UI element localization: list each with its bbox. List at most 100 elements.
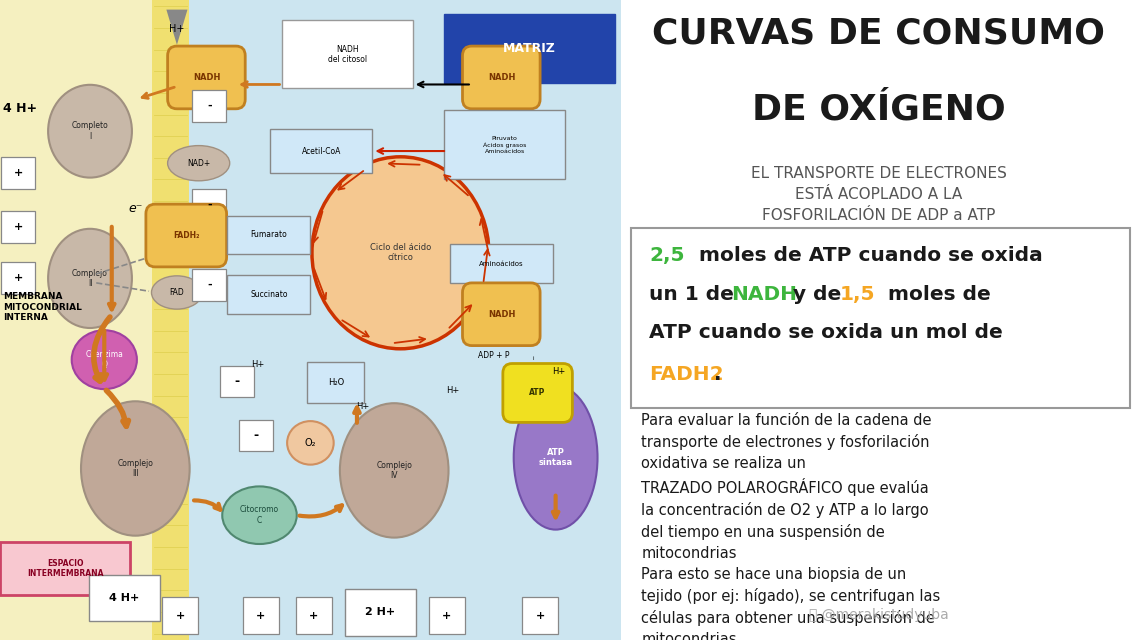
FancyBboxPatch shape — [450, 244, 553, 283]
Text: NADH: NADH — [488, 310, 515, 319]
Text: +: + — [14, 168, 23, 178]
Text: Complejo
IV: Complejo IV — [376, 461, 412, 480]
Text: 🦋 @merakistudyuba: 🦋 @merakistudyuba — [810, 608, 948, 622]
Text: ADP + P: ADP + P — [478, 351, 509, 360]
Polygon shape — [166, 10, 188, 45]
FancyBboxPatch shape — [239, 420, 273, 451]
FancyBboxPatch shape — [1, 211, 35, 243]
FancyBboxPatch shape — [221, 366, 254, 397]
Text: EL TRANSPORTE DE ELECTRONES
ESTÁ ACOPLADO A LA
FOSFORILACIÓN DE ADP a ATP: EL TRANSPORTE DE ELECTRONES ESTÁ ACOPLAD… — [750, 166, 1007, 223]
Text: Succinato: Succinato — [250, 290, 288, 299]
FancyBboxPatch shape — [192, 269, 226, 301]
FancyBboxPatch shape — [503, 364, 572, 422]
FancyBboxPatch shape — [631, 228, 1130, 408]
Text: moles de: moles de — [881, 285, 991, 304]
FancyBboxPatch shape — [192, 90, 226, 122]
FancyBboxPatch shape — [463, 283, 540, 346]
Ellipse shape — [48, 228, 132, 328]
Text: H+: H+ — [169, 24, 184, 34]
Text: +: + — [175, 611, 184, 621]
Text: 2 H+: 2 H+ — [365, 607, 396, 618]
FancyBboxPatch shape — [443, 110, 565, 179]
Text: +: + — [536, 611, 545, 621]
Text: moles de ATP cuando se oxida: moles de ATP cuando se oxida — [691, 246, 1043, 266]
Ellipse shape — [514, 385, 598, 530]
Text: Fumarato: Fumarato — [250, 230, 288, 239]
Text: MEMBRANA
MITOCONDRIAL
INTERNA: MEMBRANA MITOCONDRIAL INTERNA — [3, 292, 82, 322]
Text: 2,5: 2,5 — [649, 246, 684, 266]
Text: NADH: NADH — [193, 73, 221, 82]
Text: 4 H+: 4 H+ — [3, 102, 38, 115]
FancyBboxPatch shape — [463, 46, 540, 109]
FancyBboxPatch shape — [307, 362, 365, 403]
Text: H₂O: H₂O — [327, 378, 345, 387]
Text: -: - — [207, 200, 211, 210]
FancyBboxPatch shape — [429, 597, 465, 634]
Text: MATRIZ: MATRIZ — [503, 42, 556, 55]
Text: +: + — [256, 611, 265, 621]
FancyBboxPatch shape — [1, 262, 35, 294]
Polygon shape — [0, 0, 621, 640]
Text: ATP cuando se oxida un mol de: ATP cuando se oxida un mol de — [649, 323, 1003, 342]
Text: +: + — [14, 222, 23, 232]
Text: Piruvato
Ácidos grasos
Aminoácidos: Piruvato Ácidos grasos Aminoácidos — [483, 136, 526, 154]
Text: FADH2: FADH2 — [649, 365, 724, 384]
Text: 1,5: 1,5 — [840, 285, 875, 304]
FancyBboxPatch shape — [443, 14, 615, 83]
Text: Coenzima
Q: Coenzima Q — [85, 350, 123, 369]
Ellipse shape — [48, 84, 132, 177]
Ellipse shape — [72, 330, 136, 389]
Text: un 1 de: un 1 de — [649, 285, 741, 304]
Text: .: . — [714, 365, 721, 384]
FancyBboxPatch shape — [345, 589, 416, 636]
Text: CURVAS DE CONSUMO: CURVAS DE CONSUMO — [653, 16, 1105, 50]
Text: H+: H+ — [357, 402, 370, 411]
Ellipse shape — [222, 486, 297, 544]
Text: FADH₂: FADH₂ — [173, 231, 199, 240]
FancyBboxPatch shape — [522, 597, 558, 634]
Text: FAD: FAD — [169, 288, 184, 297]
FancyBboxPatch shape — [89, 575, 160, 621]
Text: +: + — [442, 611, 451, 621]
Text: NAD+: NAD+ — [186, 159, 210, 168]
Text: Aminoácidos: Aminoácidos — [480, 260, 524, 267]
FancyBboxPatch shape — [1, 157, 35, 189]
Text: ESPACIO
INTERMEMBRANA: ESPACIO INTERMEMBRANA — [27, 559, 103, 578]
Ellipse shape — [288, 421, 333, 465]
Text: O₂: O₂ — [305, 438, 316, 448]
Ellipse shape — [81, 401, 190, 536]
Text: -: - — [234, 375, 240, 388]
Text: Completo
I: Completo I — [72, 122, 108, 141]
Text: H+: H+ — [553, 367, 565, 376]
Text: H+: H+ — [447, 386, 459, 395]
Text: DE OXÍGENO: DE OXÍGENO — [752, 93, 1006, 127]
Text: -: - — [207, 280, 211, 290]
Text: +: + — [14, 273, 23, 284]
Ellipse shape — [151, 276, 202, 309]
Ellipse shape — [340, 403, 448, 538]
FancyBboxPatch shape — [146, 204, 226, 267]
FancyBboxPatch shape — [242, 597, 279, 634]
Polygon shape — [186, 0, 621, 640]
Text: NADH: NADH — [731, 285, 797, 304]
Text: NADH: NADH — [488, 73, 515, 82]
FancyBboxPatch shape — [167, 46, 246, 109]
FancyBboxPatch shape — [192, 189, 226, 221]
Text: ATP: ATP — [530, 388, 546, 397]
Ellipse shape — [167, 145, 230, 180]
Text: Ciclo del ácido
cítrico: Ciclo del ácido cítrico — [370, 243, 431, 262]
Text: Citocromo
C: Citocromo C — [240, 506, 279, 525]
Text: i: i — [532, 356, 534, 361]
Text: -: - — [254, 429, 258, 442]
Text: Para evaluar la función de la cadena de
transporte de electrones y fosforilación: Para evaluar la función de la cadena de … — [641, 413, 940, 640]
Text: Complejo
II: Complejo II — [72, 269, 108, 288]
FancyBboxPatch shape — [226, 275, 310, 314]
FancyBboxPatch shape — [296, 597, 332, 634]
Text: e⁻: e⁻ — [128, 202, 142, 214]
Text: H+: H+ — [251, 360, 264, 369]
Polygon shape — [152, 0, 190, 640]
Text: +: + — [309, 611, 318, 621]
Text: Acetil-CoA: Acetil-CoA — [302, 147, 341, 156]
Text: Complejo
III: Complejo III — [117, 459, 153, 478]
FancyBboxPatch shape — [282, 20, 413, 88]
